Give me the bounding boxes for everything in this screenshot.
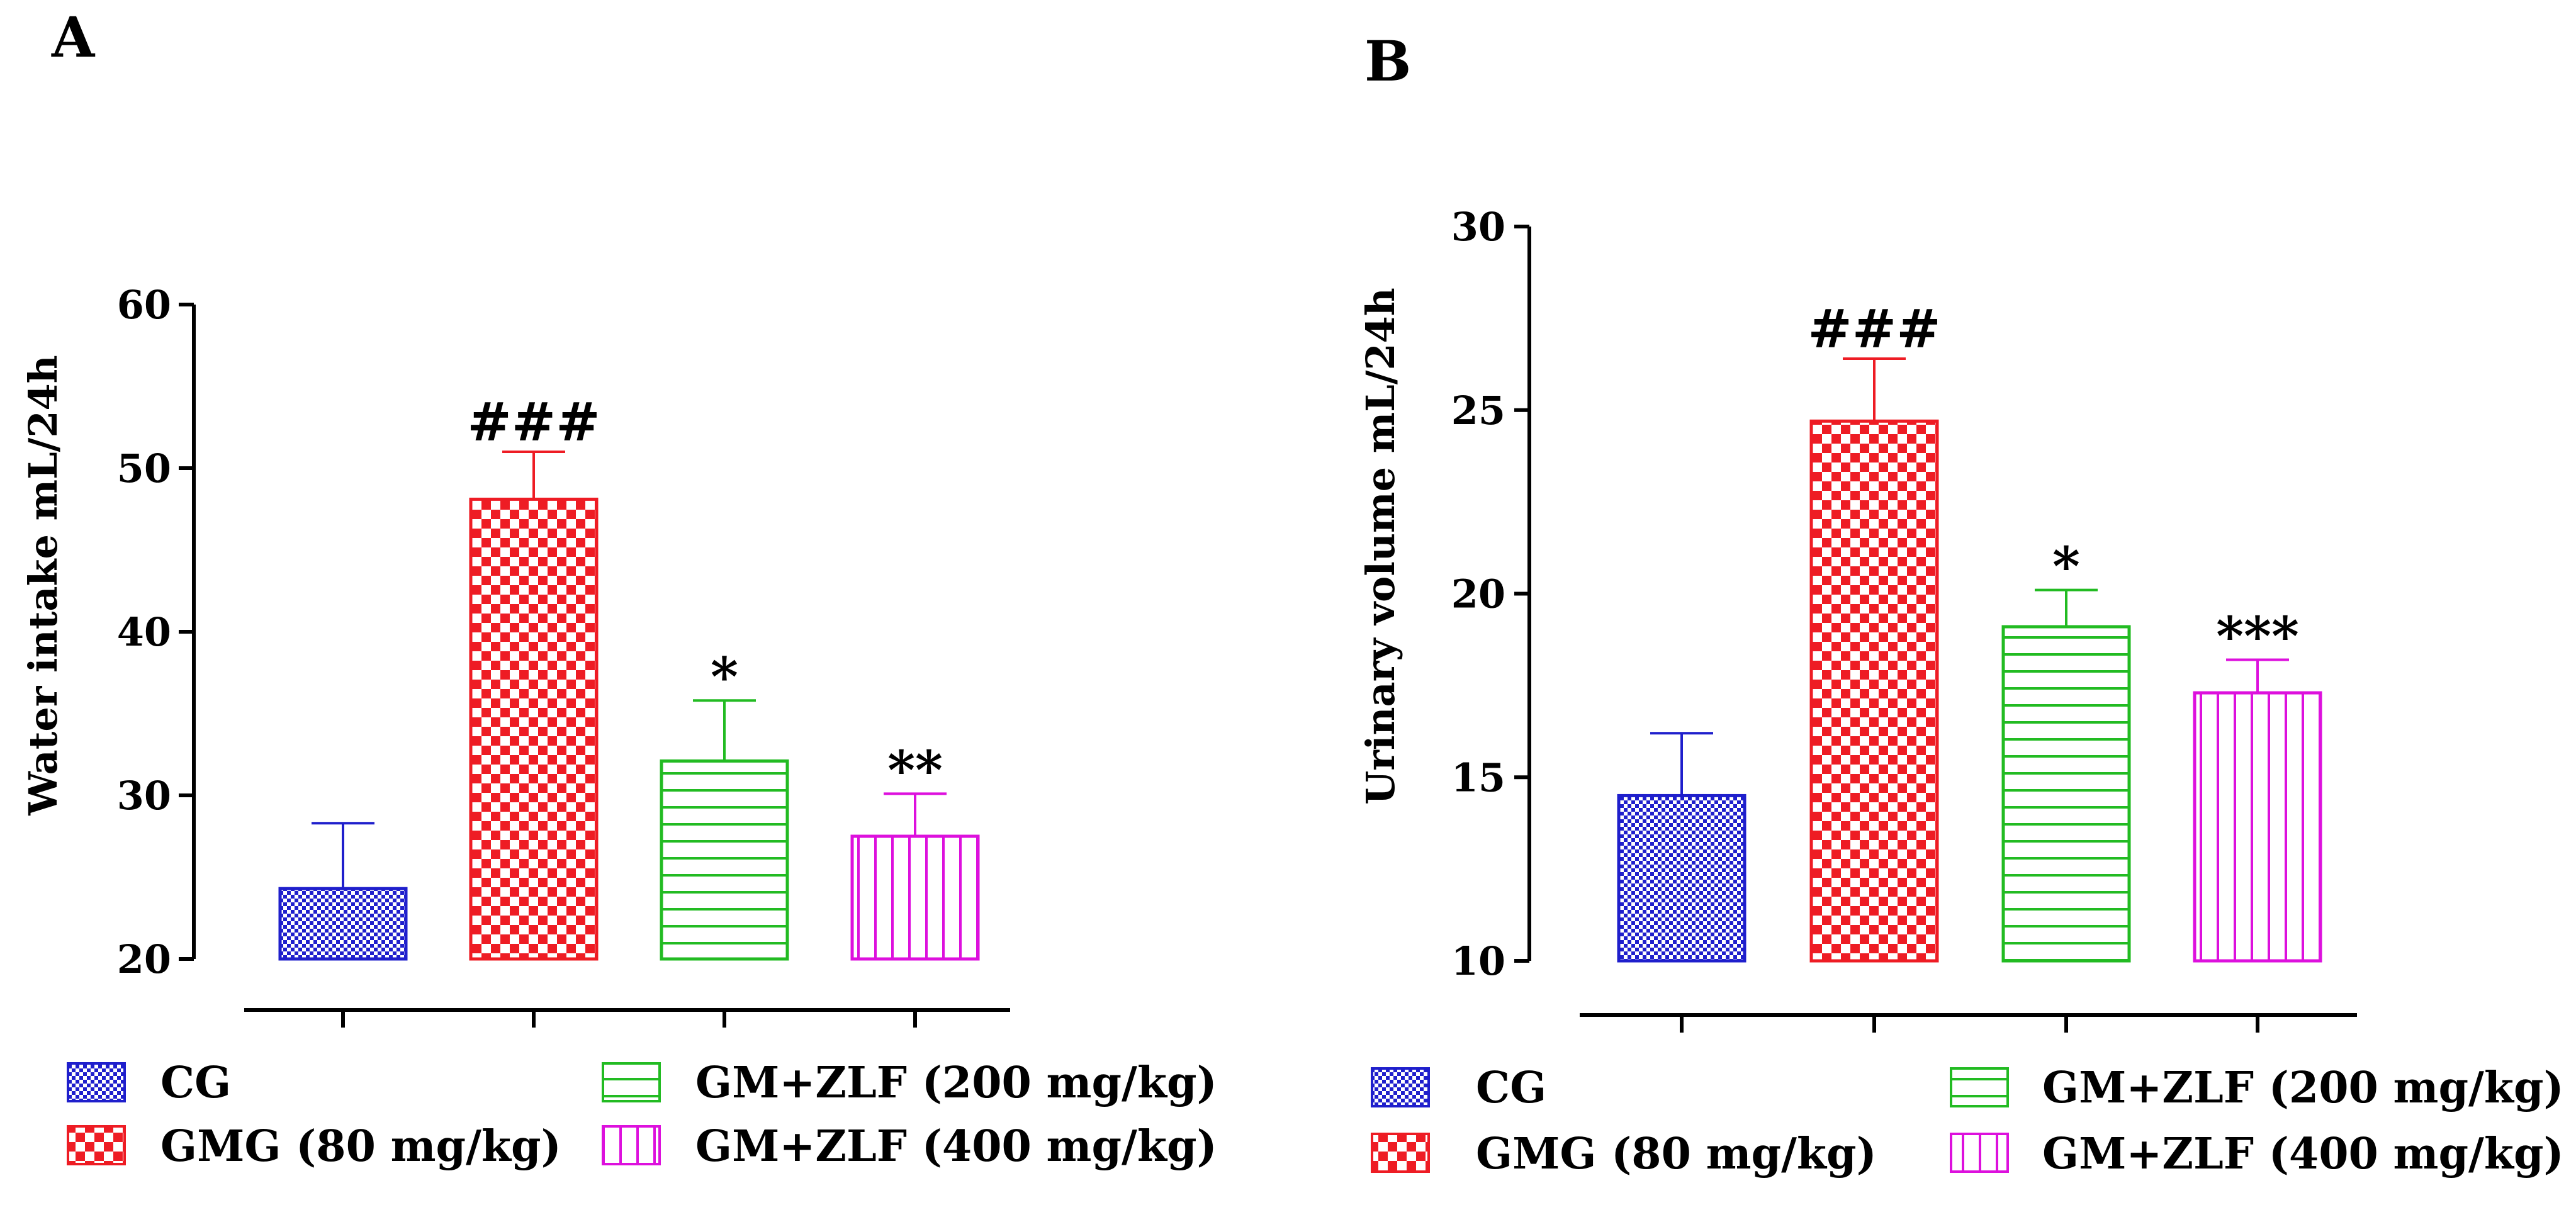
legend-item-zlf200: GM+ZLF (200 mg/kg) <box>602 1058 1217 1108</box>
legend-label: GM+ZLF (400 mg/kg) <box>2042 1129 2564 1179</box>
y-tick-label: 25 <box>1451 388 1505 434</box>
y-tick-label: 30 <box>1451 204 1505 250</box>
bar-gmg <box>1809 419 1939 963</box>
annotation-zlf200: * <box>2052 535 2080 598</box>
legend-item-gmg: GMG (80 mg/kg) <box>67 1121 561 1172</box>
significance-annotations: ###**** <box>1808 298 2298 667</box>
annotation-zlf400: ** <box>887 739 943 801</box>
annotation-zlf200: * <box>711 646 738 708</box>
y-tick-label: 20 <box>1451 571 1505 617</box>
bar-gmg <box>469 497 599 961</box>
bar-zlf200 <box>2001 625 2131 963</box>
y-tick-label: 30 <box>117 773 171 819</box>
annotation-gmg: ### <box>1808 298 1940 360</box>
legend-swatch <box>602 1062 661 1102</box>
y-tick-label: 50 <box>117 446 171 491</box>
error-bar-zlf400 <box>2226 658 2289 693</box>
error-bar-zlf200 <box>2035 588 2098 627</box>
significance-annotations: ###*** <box>467 391 943 801</box>
y-axis-ticks: 20 30 40 50 60 <box>117 282 196 982</box>
x-axis <box>1580 1013 2357 1033</box>
y-tick-label: 20 <box>117 936 171 982</box>
legend-swatch <box>1371 1067 1430 1107</box>
bar-cg <box>278 887 408 961</box>
y-tick-label: 40 <box>117 609 171 655</box>
legend-panel-a: CG GMG (80 mg/kg) GM+ZLF (200 mg/kg) GM+… <box>67 1058 1217 1172</box>
legend-item-zlf200: GM+ZLF (200 mg/kg) <box>1950 1063 2564 1113</box>
error-bars <box>1650 357 2289 796</box>
legend-label: GM+ZLF (200 mg/kg) <box>2042 1063 2564 1113</box>
y-tick-label: 10 <box>1451 938 1505 984</box>
legend-label: CG <box>1476 1063 1546 1113</box>
error-bar-cg <box>1650 732 1713 796</box>
legend-item-cg: CG <box>67 1058 231 1108</box>
error-bar-cg <box>312 822 374 889</box>
panel-label: A <box>51 4 96 70</box>
bar-cg <box>1617 793 1746 963</box>
legend-swatch <box>602 1125 661 1165</box>
legend-label: GM+ZLF (200 mg/kg) <box>695 1058 1217 1108</box>
legend-item-gmg: GMG (80 mg/kg) <box>1371 1129 1877 1179</box>
legend-item-zlf400: GM+ZLF (400 mg/kg) <box>602 1121 1217 1172</box>
legend-label: CG <box>160 1058 231 1108</box>
y-axis-title: Urinary volume mL/24h <box>1358 288 1403 805</box>
legend-panel-b: CG GMG (80 mg/kg) GM+ZLF (200 mg/kg) GM+… <box>1371 1063 2564 1179</box>
legend-label: GMG (80 mg/kg) <box>160 1121 561 1172</box>
legend-label: GM+ZLF (400 mg/kg) <box>695 1121 1217 1172</box>
bars <box>1617 419 2322 963</box>
y-axis-title: Water intake mL/24h <box>20 355 66 815</box>
annotation-zlf400: *** <box>2216 605 2299 668</box>
y-tick-label: 15 <box>1451 754 1505 800</box>
error-bar-zlf400 <box>884 792 947 836</box>
y-axis-ticks: 10 15 20 25 30 <box>1451 204 1531 984</box>
y-tick-label: 60 <box>117 282 171 328</box>
legend-swatch <box>67 1062 126 1102</box>
legend-swatch <box>67 1125 126 1165</box>
bar-zlf400 <box>850 834 980 961</box>
x-axis <box>244 1008 1010 1028</box>
bars <box>278 497 980 961</box>
legend-swatch <box>1371 1133 1430 1173</box>
legend-label: GMG (80 mg/kg) <box>1476 1129 1877 1179</box>
error-bar-gmg <box>1843 357 1906 422</box>
legend-swatch <box>1950 1067 2009 1107</box>
error-bars <box>312 451 947 889</box>
legend-item-cg: CG <box>1371 1063 1546 1113</box>
panel-label: B <box>1364 28 1411 94</box>
bar-zlf200 <box>660 759 789 961</box>
bar-zlf400 <box>2193 691 2322 963</box>
legend-item-zlf400: GM+ZLF (400 mg/kg) <box>1950 1129 2564 1179</box>
annotation-gmg: ### <box>467 391 600 453</box>
error-bar-gmg <box>502 451 565 500</box>
error-bar-zlf200 <box>693 699 756 761</box>
legend-swatch <box>1950 1133 2009 1173</box>
